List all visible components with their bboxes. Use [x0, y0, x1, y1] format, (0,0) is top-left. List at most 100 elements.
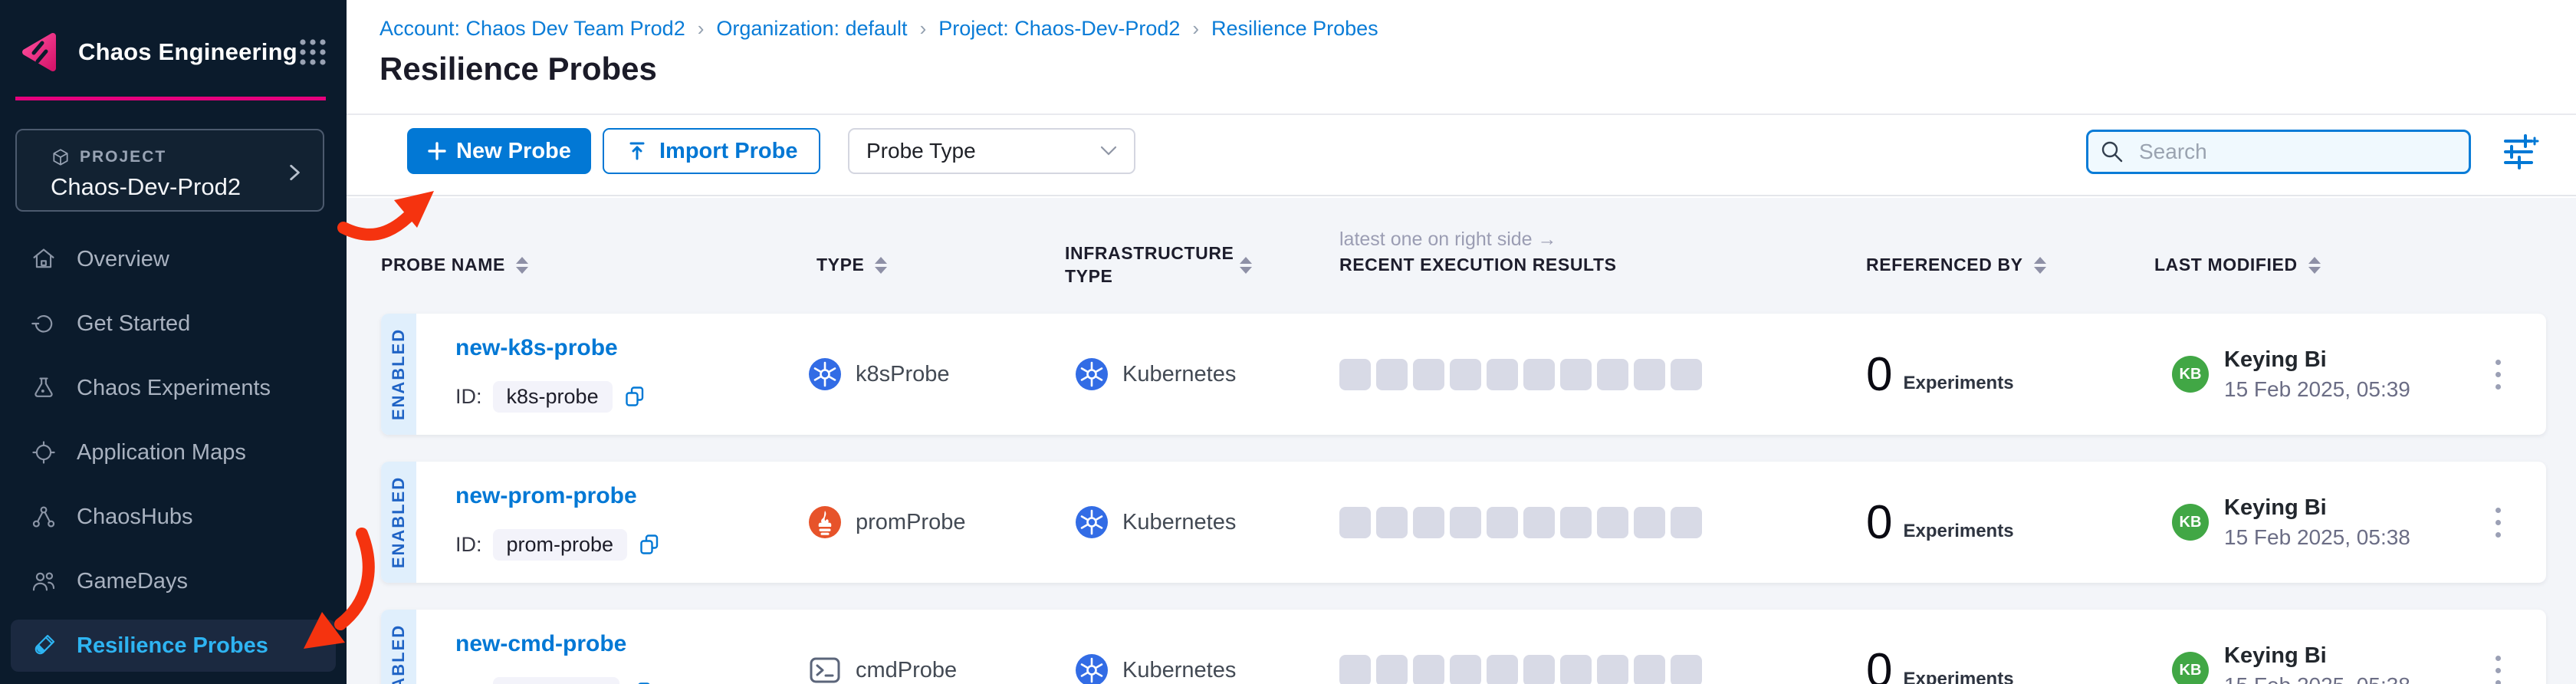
avatar: KB — [2172, 652, 2209, 684]
sidebar-item-chaoshubs[interactable]: ChaosHubs — [0, 485, 347, 549]
sidebar-item-label: Get Started — [77, 311, 191, 336]
copy-icon[interactable] — [623, 385, 646, 408]
table-row[interactable]: ENABLED new-prom-probe ID: prom-probe pr… — [381, 462, 2546, 583]
recent-execution-results — [1339, 462, 1702, 583]
probe-type-label: cmdProbe — [856, 657, 958, 682]
probe-type-dropdown[interactable]: Probe Type — [848, 128, 1135, 174]
probe-type-cell: promProbe — [808, 462, 965, 583]
probe-id-row: ID: k8s-probe — [455, 380, 646, 413]
referenced-by-cell: 0 Experiments — [1866, 462, 2014, 583]
app-title: Chaos Engineering — [78, 38, 297, 65]
probe-name-link[interactable]: new-cmd-probe — [455, 631, 627, 656]
test-tube-icon — [34, 634, 55, 655]
last-modified-cell: KB Keying Bi 15 Feb 2025, 05:38 — [2172, 462, 2410, 583]
row-menu-button[interactable] — [2488, 462, 2509, 583]
project-eyebrow-label: PROJECT — [80, 148, 167, 166]
infrastructure-label: Kubernetes — [1122, 361, 1237, 386]
flask-icon — [34, 377, 53, 397]
kubernetes-icon — [1075, 357, 1109, 391]
copy-icon[interactable] — [630, 681, 653, 684]
probe-id-value: cmd-probe — [492, 676, 619, 684]
referenced-by-cell: 0 Experiments — [1866, 610, 2014, 684]
new-probe-button[interactable]: New Probe — [407, 128, 591, 174]
column-header-infrastructure-type[interactable]: INFRASTRUCTURE TYPE — [1065, 242, 1252, 288]
breadcrumb-current-link[interactable]: Resilience Probes — [1211, 17, 1378, 40]
column-header-label: PROBE NAME — [381, 255, 505, 275]
infrastructure-cell: Kubernetes — [1075, 610, 1236, 684]
column-header-label: INFRASTRUCTURE TYPE — [1065, 243, 1234, 286]
sidebar-item-application-maps[interactable]: Application Maps — [0, 420, 347, 485]
table-row[interactable]: ENABLED new-k8s-probe ID: k8s-probe k8sP… — [381, 314, 2546, 435]
probe-type-label: promProbe — [856, 509, 966, 534]
infrastructure-label: Kubernetes — [1122, 657, 1237, 682]
page-title: Resilience Probes — [380, 51, 657, 87]
breadcrumb-project-link[interactable]: Project: Chaos-Dev-Prod2 — [938, 17, 1181, 40]
import-probe-button[interactable]: Import Probe — [603, 128, 821, 174]
prometheus-icon — [809, 506, 841, 538]
filter-settings-icon[interactable] — [2502, 132, 2539, 172]
probe-id-row: ID: cmd-probe — [455, 676, 653, 684]
hub-icon — [32, 506, 55, 528]
probes-table: latest one on right side → PROBE NAME TY… — [347, 198, 2576, 684]
target-icon — [32, 441, 55, 464]
sort-icon — [2308, 256, 2321, 274]
results-annotation: latest one on right side → — [1339, 229, 1557, 250]
toolbar: New Probe Import Probe Probe Type — [347, 117, 2576, 196]
column-header-last-modified[interactable]: LAST MODIFIED — [2154, 255, 2321, 275]
page-header: Account: Chaos Dev Team Prod2 › Organiza… — [347, 0, 2576, 115]
import-icon — [629, 142, 645, 160]
breadcrumb-separator: › — [1192, 17, 1200, 40]
column-header-referenced-by[interactable]: REFERENCED BY — [1866, 255, 2046, 275]
sort-icon — [1240, 256, 1252, 274]
sidebar-nav: Overview Get Started Chaos Experiments — [0, 227, 347, 678]
sidebar-item-get-started[interactable]: Get Started — [0, 291, 347, 356]
sidebar-item-label: Application Maps — [77, 439, 246, 465]
app-switcher-grid-icon[interactable] — [297, 37, 328, 67]
row-menu-button[interactable] — [2488, 314, 2509, 435]
avatar: KB — [2172, 504, 2209, 541]
new-probe-label: New Probe — [456, 138, 571, 163]
search-input[interactable] — [2086, 130, 2471, 174]
row-menu-button[interactable] — [2488, 610, 2509, 684]
people-icon — [32, 572, 55, 591]
breadcrumb-separator: › — [697, 17, 705, 40]
recent-execution-results — [1339, 610, 1702, 684]
status-badge: ENABLED — [381, 462, 416, 583]
id-label: ID: — [455, 532, 482, 556]
column-header-label: TYPE — [816, 255, 865, 275]
column-header-type[interactable]: TYPE — [816, 255, 888, 275]
copy-icon[interactable] — [638, 533, 661, 556]
search-icon — [2101, 141, 2123, 163]
sidebar-item-chaos-experiments[interactable]: Chaos Experiments — [0, 356, 347, 420]
breadcrumb-org-link[interactable]: Organization: default — [716, 17, 908, 40]
probe-id-row: ID: prom-probe — [455, 528, 661, 561]
referenced-unit: Experiments — [1903, 373, 2014, 393]
cube-icon — [53, 149, 68, 166]
user-name: Keying Bi — [2224, 347, 2327, 372]
referenced-unit: Experiments — [1903, 521, 2014, 541]
probe-id-value: prom-probe — [492, 528, 628, 561]
avatar: KB — [2172, 356, 2209, 393]
sort-icon — [2033, 256, 2046, 274]
status-badge: ENABLED — [381, 314, 416, 435]
table-row[interactable]: ENABLED new-cmd-probe ID: cmd-probe cmdP… — [381, 610, 2546, 684]
sidebar-item-gamedays[interactable]: GameDays — [0, 549, 347, 613]
sidebar-item-label: Chaos Experiments — [77, 375, 271, 400]
sidebar-item-resilience-probes[interactable]: Resilience Probes — [0, 613, 347, 678]
sidebar-item-label: ChaosHubs — [77, 504, 193, 529]
probe-name-link[interactable]: new-prom-probe — [455, 483, 637, 508]
referenced-count: 0 — [1866, 495, 1893, 549]
sidebar-item-label: Resilience Probes — [77, 633, 268, 658]
column-header-probe-name[interactable]: PROBE NAME — [381, 255, 528, 275]
recent-execution-results — [1339, 314, 1702, 435]
probe-name-link[interactable]: new-k8s-probe — [455, 335, 618, 360]
brand-accent-rule — [15, 97, 326, 100]
breadcrumb-account-link[interactable]: Account: Chaos Dev Team Prod2 — [380, 17, 685, 40]
breadcrumb: Account: Chaos Dev Team Prod2 › Organiza… — [380, 17, 1378, 41]
project-selector[interactable]: PROJECT Chaos-Dev-Prod2 — [15, 129, 324, 212]
breadcrumb-separator: › — [919, 17, 927, 40]
probe-type-cell: k8sProbe — [808, 314, 950, 435]
modified-timestamp: 15 Feb 2025, 05:39 — [2224, 377, 2410, 401]
sidebar-item-overview[interactable]: Overview — [0, 227, 347, 291]
modified-timestamp: 15 Feb 2025, 05:38 — [2224, 673, 2410, 684]
